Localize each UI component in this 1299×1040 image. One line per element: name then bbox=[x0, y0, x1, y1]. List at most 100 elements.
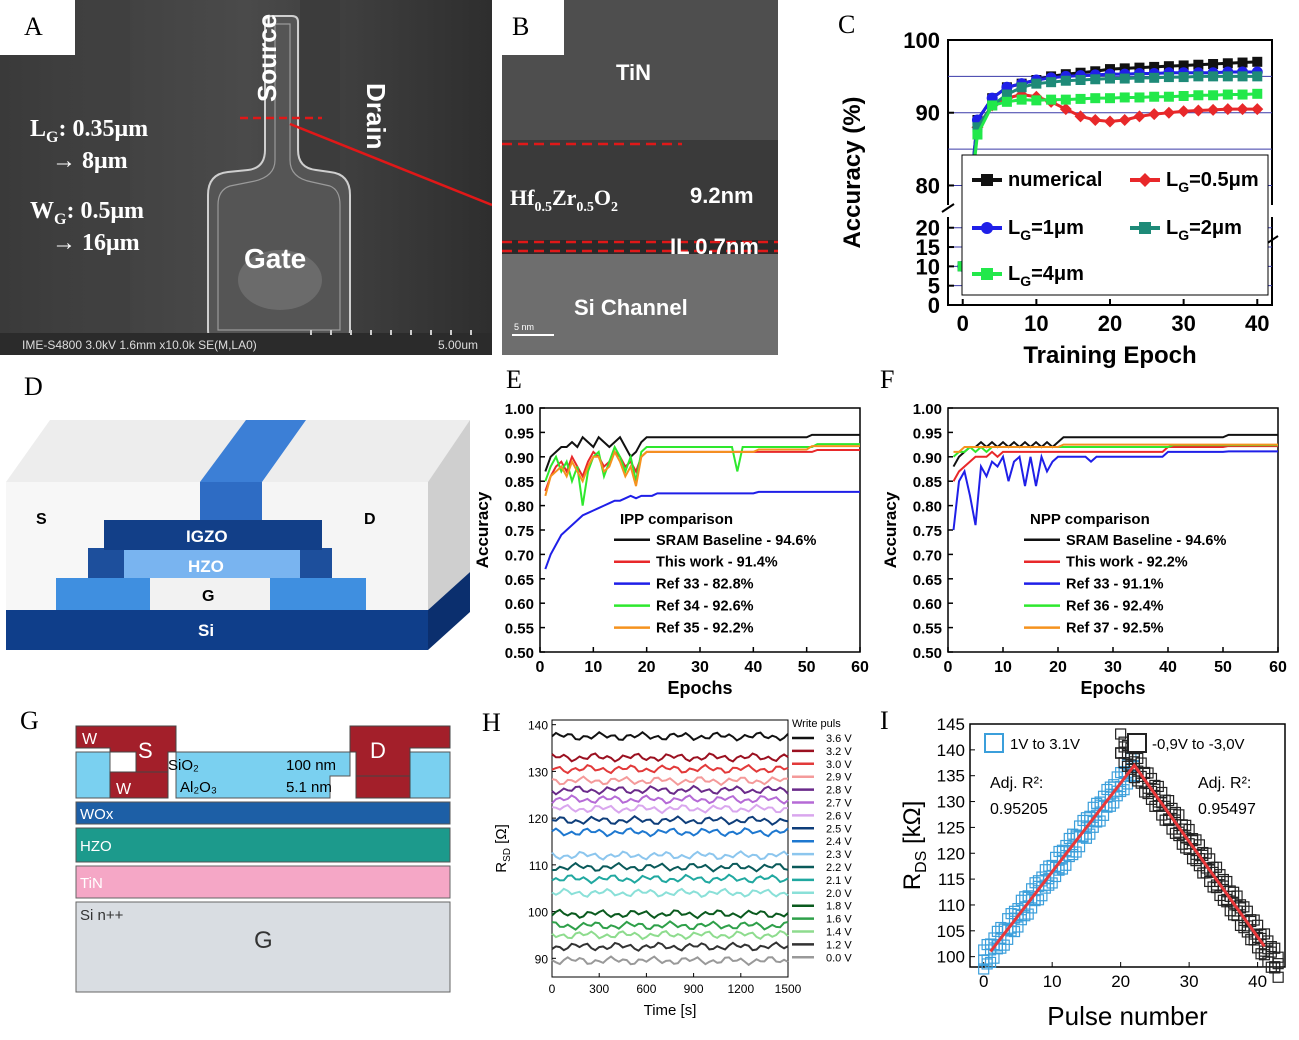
x-tick-label: 0 bbox=[979, 972, 988, 991]
data-point bbox=[984, 956, 997, 968]
data-point bbox=[1236, 103, 1249, 116]
panel-label-f: F bbox=[880, 365, 895, 394]
data-point bbox=[1237, 89, 1248, 100]
data-point bbox=[1134, 92, 1145, 103]
x-axis-title: Epochs bbox=[1080, 678, 1145, 698]
data-point bbox=[1046, 877, 1058, 889]
y-tick-label: 20 bbox=[916, 216, 940, 241]
series-line bbox=[551, 752, 789, 763]
y-tick-label: 110 bbox=[938, 896, 965, 915]
legend-label: 2.2 V bbox=[826, 862, 852, 874]
plot-frame bbox=[539, 407, 861, 653]
series-line bbox=[551, 775, 789, 787]
legend-marker bbox=[981, 268, 993, 280]
data-point bbox=[1152, 780, 1164, 793]
legend-label: SRAM Baseline - 94.6% bbox=[1066, 533, 1226, 549]
y-tick-label: 100 bbox=[528, 906, 548, 920]
legend-label: 3.0 V bbox=[826, 759, 852, 771]
data-point bbox=[1193, 90, 1204, 101]
data-point bbox=[1090, 93, 1101, 104]
legend-label: 0.0 V bbox=[826, 952, 852, 964]
data-point bbox=[1115, 747, 1127, 759]
legend-marker bbox=[1139, 222, 1151, 234]
data-point bbox=[1046, 94, 1057, 105]
legend-label: 1.8 V bbox=[826, 901, 852, 913]
data-point bbox=[1183, 823, 1195, 836]
il-label: IL 0.7nm bbox=[670, 234, 759, 259]
legend-label: Ref 34 - 92.6% bbox=[656, 599, 754, 615]
x-axis-title: Pulse number bbox=[1047, 1001, 1208, 1031]
series-line bbox=[544, 433, 860, 472]
panel-label-c: C bbox=[838, 10, 856, 39]
panel-h: 90 100 110 120 130 140 0 300 600 900 1200 1500 Time … bbox=[478, 702, 880, 1032]
data-point bbox=[1222, 71, 1233, 82]
igzo-label: IGZO bbox=[186, 527, 228, 546]
data-point bbox=[1237, 71, 1248, 82]
legend-label: 3.6 V bbox=[826, 733, 852, 745]
lg-subscript: G bbox=[46, 129, 59, 146]
data-point bbox=[1118, 784, 1130, 796]
y-tick-label: 120 bbox=[937, 844, 965, 863]
data-point bbox=[1262, 935, 1274, 947]
sem-info: IME-S4800 3.0kV 1.6mm x10.0k SE(M,LA0) bbox=[22, 338, 257, 352]
data-point bbox=[988, 952, 1000, 964]
source-label-3d: S bbox=[36, 511, 47, 528]
x-tick-label: 40 bbox=[1248, 972, 1267, 991]
series-line bbox=[551, 908, 789, 920]
series-line bbox=[551, 730, 789, 742]
legend-label: -0,9V to -3,0V bbox=[1152, 736, 1245, 753]
data-point bbox=[1105, 73, 1115, 84]
x-tick-label: 40 bbox=[1159, 659, 1177, 676]
data-point bbox=[1193, 59, 1204, 70]
data-point bbox=[1119, 63, 1130, 74]
series-line bbox=[551, 803, 789, 815]
data-point bbox=[1119, 92, 1130, 103]
series-line bbox=[551, 784, 789, 796]
si-npp-label: Si n++ bbox=[80, 907, 124, 924]
x-tick-label: 50 bbox=[1214, 659, 1232, 676]
panel-d: S D IGZO HZO G Si D bbox=[0, 372, 480, 662]
hzo-label-3d: HZO bbox=[188, 557, 224, 576]
data-point bbox=[1228, 909, 1240, 921]
x-tick-label: 20 bbox=[1049, 659, 1067, 676]
data-point bbox=[1193, 71, 1204, 82]
data-point bbox=[1059, 103, 1072, 116]
panel-b: TiN Hf0.5Zr0.5O2 9.2nm IL 0.7nm Si Chann… bbox=[502, 0, 778, 355]
data-point bbox=[1075, 75, 1086, 85]
data-point bbox=[1217, 873, 1229, 886]
data-point bbox=[1119, 73, 1130, 84]
data-point bbox=[1115, 728, 1127, 740]
wg-subscript: G bbox=[54, 211, 67, 228]
data-point bbox=[1159, 800, 1171, 812]
data-point bbox=[1148, 108, 1161, 121]
svg-text:LG: 0.35μm: LG: 0.35μm bbox=[30, 116, 148, 146]
y-axis-title: Accuracy (%) bbox=[839, 96, 866, 248]
y-tick-label: 125 bbox=[937, 818, 965, 837]
legend-label: 1V to 3.1V bbox=[1010, 736, 1080, 753]
y-tick-label: 0.85 bbox=[913, 474, 942, 491]
hzo-label-cross: HZO bbox=[80, 838, 112, 855]
data-point bbox=[995, 942, 1007, 954]
data-point bbox=[1089, 114, 1102, 126]
series-line bbox=[544, 443, 860, 506]
data-point bbox=[1221, 103, 1234, 116]
data-point bbox=[1180, 842, 1192, 854]
legend-marker bbox=[981, 174, 993, 186]
y-tick-label: 140 bbox=[528, 719, 548, 733]
legend-label: 2.3 V bbox=[826, 849, 852, 861]
x-tick-label: 10 bbox=[1024, 311, 1048, 336]
data-point bbox=[1104, 115, 1116, 128]
data-point bbox=[1060, 94, 1071, 105]
data-point bbox=[1200, 847, 1212, 859]
sio2-label: SiO₂ bbox=[168, 757, 199, 774]
x-tick-label: 0 bbox=[957, 311, 969, 336]
y-tick-label: 115 bbox=[938, 870, 965, 889]
drain-label: Drain bbox=[361, 83, 391, 149]
annotation-right-value: 0.95497 bbox=[1198, 801, 1256, 818]
series-line bbox=[952, 445, 1278, 482]
chart-h: 90 100 110 120 130 140 0 300 600 900 1200 1500 Time … bbox=[493, 718, 852, 1019]
data-point bbox=[972, 129, 983, 140]
data-point bbox=[972, 122, 983, 133]
y-tick-label: 0.85 bbox=[505, 474, 534, 491]
axis-break-mark bbox=[941, 203, 955, 213]
